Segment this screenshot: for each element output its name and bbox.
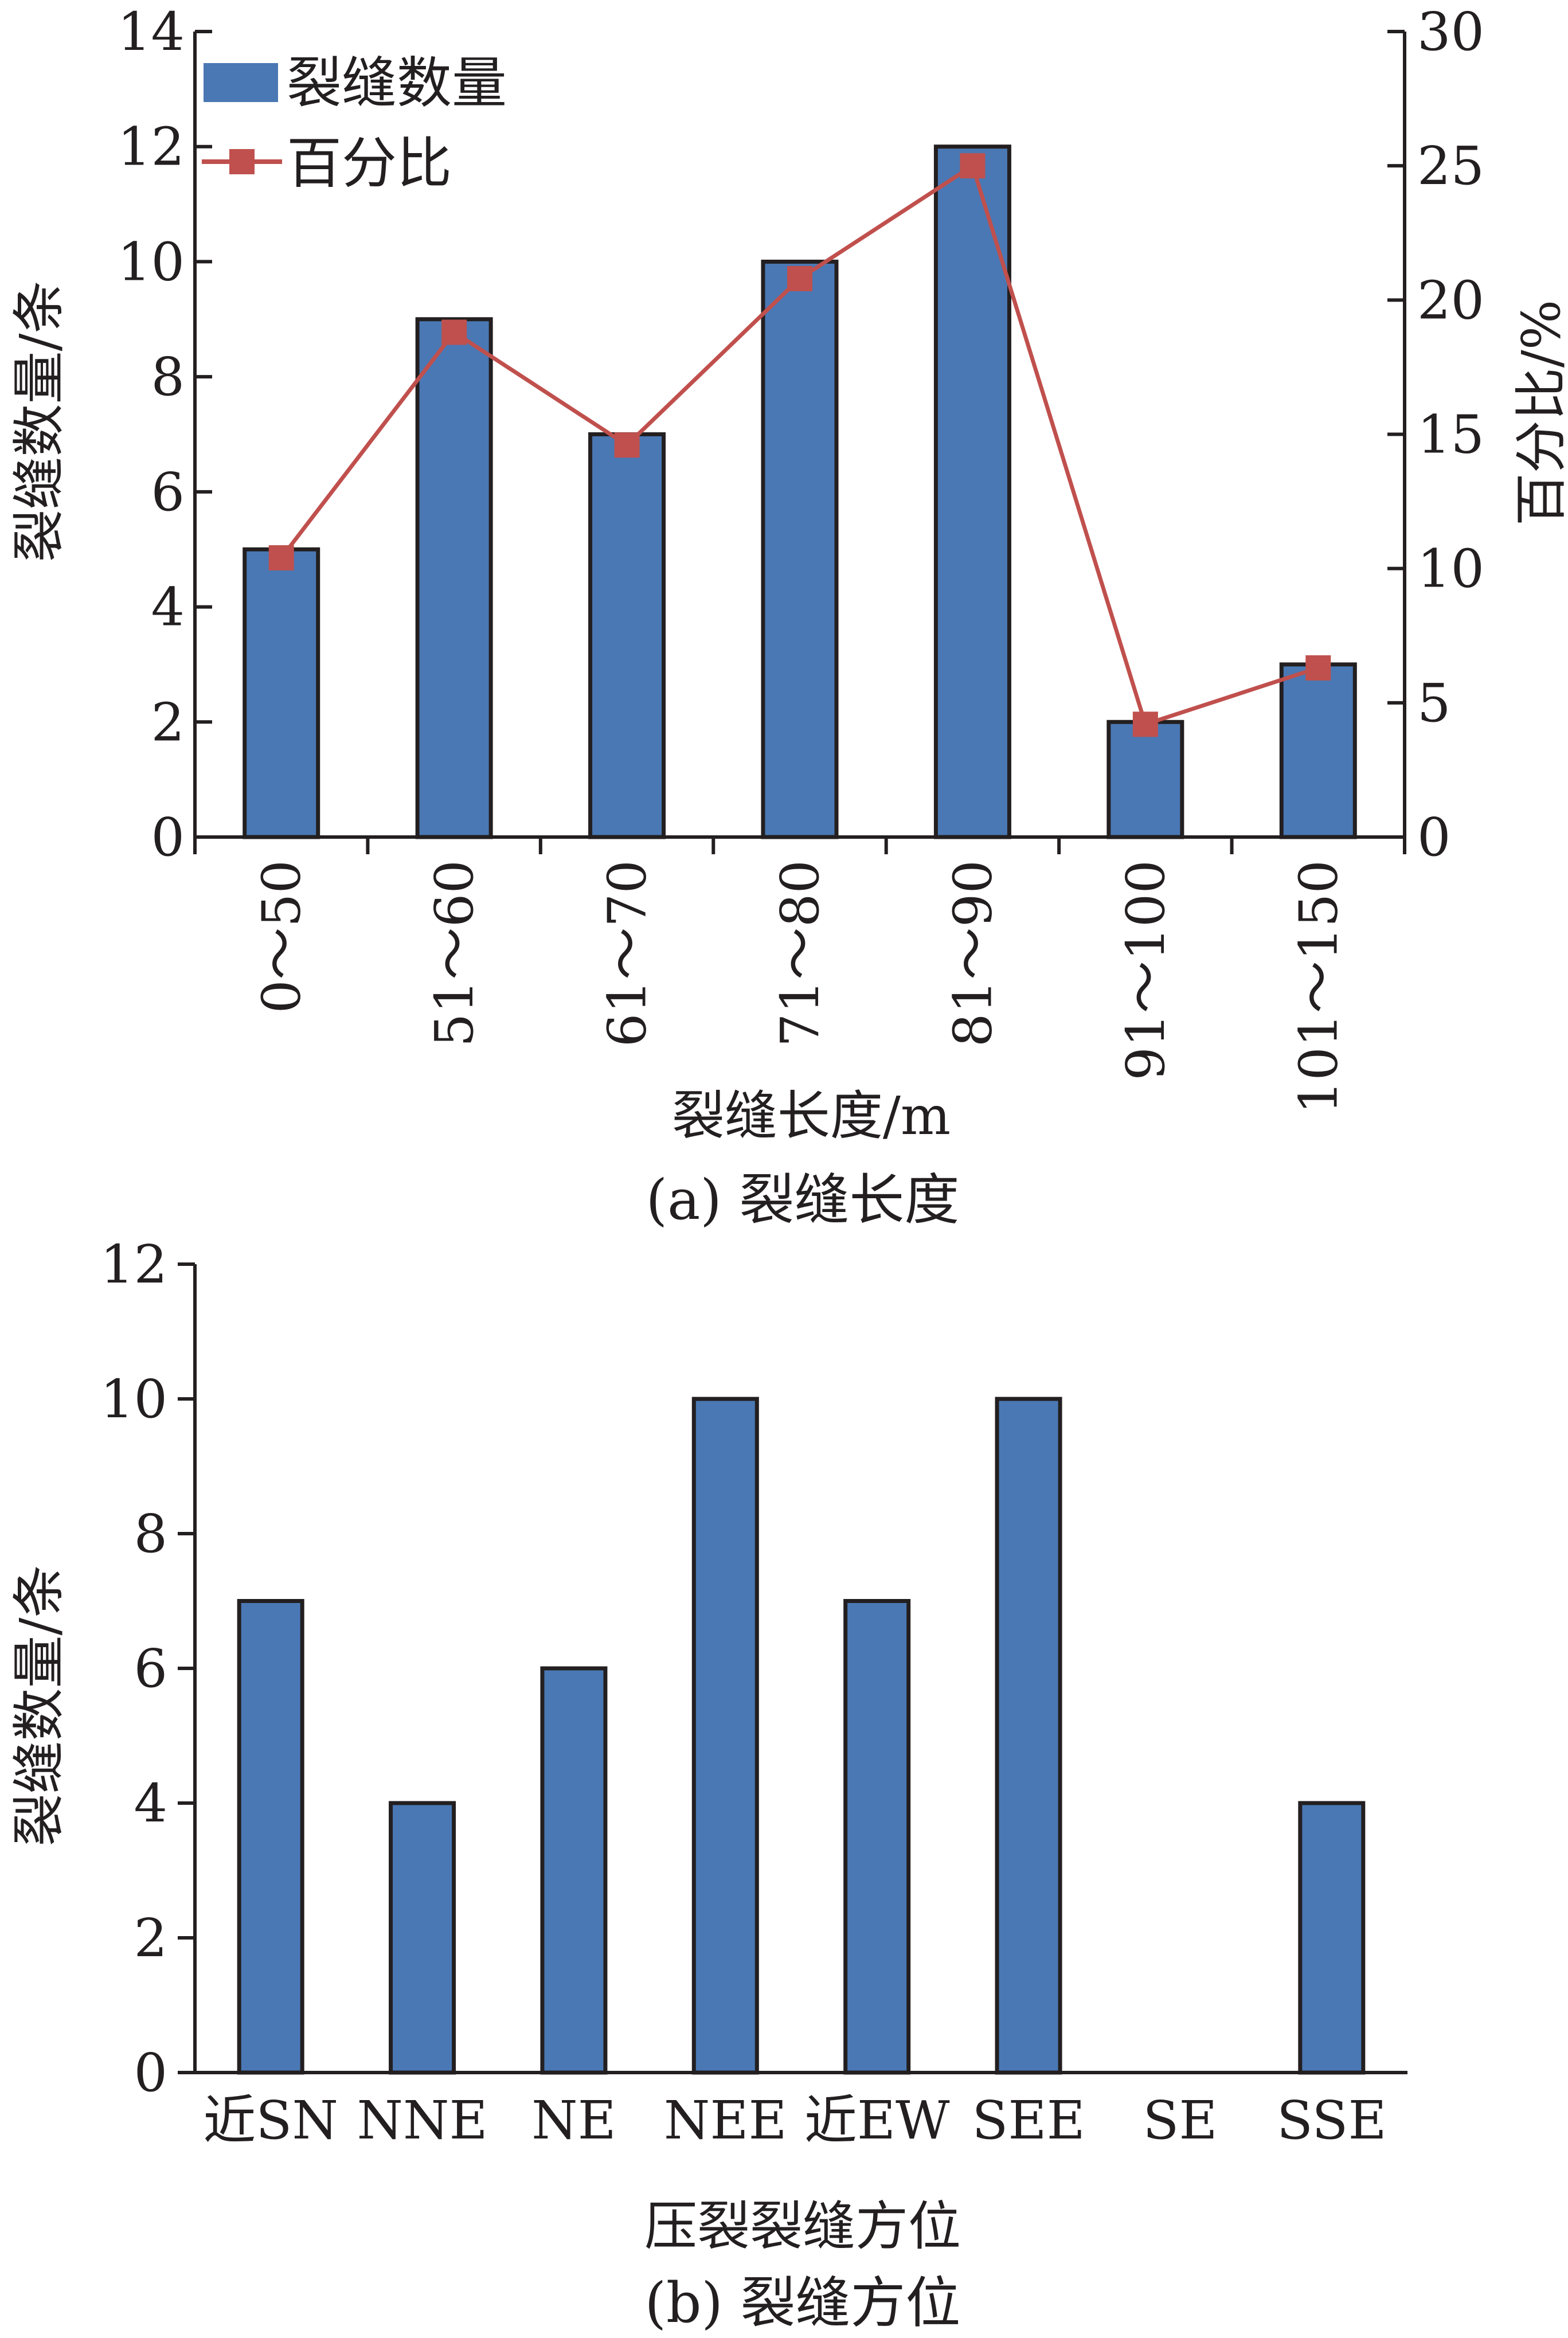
chart-a-fracture-length: 0 2 4 6 8 10 12 14 0 5 10 15 20 25 30 0～50 51～60 61～70 7… — [9, 1, 1568, 1232]
chart-a-x-tick-labels: 0～50 51～60 61～70 71～80 81～90 91～100 101～150 — [251, 860, 1350, 1114]
chart-b-x-tick-labels: 近SN NNE NE NEE 近EW SEE SE SSE — [203, 2090, 1386, 2151]
legend-bar-swatch — [204, 63, 278, 102]
x-tick-label: SEE — [972, 2090, 1085, 2151]
bar-0～50 — [243, 547, 320, 839]
chart-a-right-tick-labels: 0 5 10 15 20 25 30 — [1417, 1, 1484, 868]
chart-b-caption: (b) 裂缝方位 — [645, 2271, 961, 2335]
chart-a-legend: 裂缝数量 百分比 — [202, 51, 507, 196]
chart-b-y-tick-labels: 0 2 4 6 8 10 12 — [100, 1234, 167, 2104]
y-tick-label: 6 — [134, 1638, 167, 1699]
bar-101～150 — [1279, 662, 1357, 839]
bar-81～90 — [933, 144, 1011, 839]
percent-point-61～70 — [614, 432, 640, 458]
y-tick-label: 4 — [134, 1773, 167, 1834]
x-tick-label: NE — [531, 2090, 616, 2151]
y-tick-label: 8 — [134, 1503, 167, 1565]
chart-b-bars — [237, 1397, 1366, 2075]
chart-a-axes — [193, 30, 1406, 854]
chart-a-left-tick-labels: 0 2 4 6 8 10 12 14 — [118, 1, 185, 868]
bar-51～60 — [415, 317, 493, 839]
y2-tick-label: 25 — [1417, 135, 1484, 197]
x-tick-label: 近EW — [804, 2090, 950, 2151]
bar-61～70 — [588, 432, 666, 839]
bar-NE — [540, 1666, 608, 2075]
chart-b-y-axis-label: 裂缝数量/条 — [9, 1565, 70, 1847]
bar-NEE — [691, 1397, 759, 2075]
bar-71～80 — [761, 259, 839, 839]
percent-point-81～90 — [960, 153, 986, 179]
bar-91～100 — [1106, 720, 1184, 839]
bar-SEE — [995, 1397, 1062, 2075]
chart-b-x-axis-label: 压裂裂缝方位 — [644, 2196, 961, 2257]
x-tick-label: NNE — [357, 2090, 487, 2151]
y2-tick-label: 30 — [1417, 1, 1484, 62]
x-tick-label: NEE — [664, 2090, 787, 2151]
legend-bar-label: 裂缝数量 — [287, 51, 507, 115]
x-tick-label: SE — [1143, 2090, 1217, 2151]
y2-tick-label: 20 — [1417, 269, 1484, 331]
y-tick-label: 2 — [134, 1907, 167, 1969]
chart-b-axes — [178, 1262, 1407, 2074]
legend-line-marker — [229, 149, 255, 174]
y2-tick-label: 15 — [1417, 404, 1484, 466]
chart-a-caption: (a) 裂缝长度 — [646, 1168, 960, 1232]
y-tick-label: 0 — [151, 807, 185, 868]
y-tick-label: 12 — [100, 1234, 167, 1295]
x-tick-label: 61～70 — [597, 860, 658, 1047]
percent-point-101～150 — [1305, 655, 1331, 681]
y2-tick-label: 5 — [1417, 673, 1451, 734]
bar-NNE — [389, 1801, 456, 2075]
chart-a-percent-line — [268, 153, 1331, 737]
y-tick-label: 12 — [118, 116, 185, 178]
y-tick-label: 4 — [151, 577, 185, 638]
chart-a-x-axis-label: 裂缝长度/m — [672, 1085, 951, 1147]
x-tick-label: 71～80 — [769, 860, 831, 1047]
chart-a-y2-axis-label: 百分比/% — [1511, 300, 1568, 526]
y-tick-label: 2 — [151, 691, 185, 753]
y-tick-label: 0 — [134, 2042, 167, 2104]
y2-tick-label: 0 — [1417, 807, 1451, 868]
x-tick-label: 91～100 — [1115, 860, 1176, 1081]
y2-tick-label: 10 — [1417, 538, 1484, 600]
y-tick-label: 6 — [151, 462, 185, 523]
y-tick-label: 8 — [151, 346, 185, 408]
y-tick-label: 10 — [100, 1369, 167, 1430]
x-tick-label: 51～60 — [424, 860, 485, 1047]
bar-近SN — [237, 1599, 304, 2075]
chart-a-y-axis-label: 裂缝数量/条 — [9, 281, 70, 562]
y-tick-label: 10 — [118, 231, 185, 292]
percent-point-51～60 — [441, 319, 467, 345]
x-tick-label: 81～90 — [942, 860, 1003, 1047]
percent-point-71～80 — [787, 265, 812, 291]
legend-line-label: 百分比 — [287, 131, 452, 196]
x-tick-label: 101～150 — [1288, 860, 1349, 1114]
x-tick-label: 0～50 — [251, 860, 312, 1014]
x-tick-label: 近SN — [203, 2090, 338, 2151]
percent-point-91～100 — [1132, 711, 1158, 737]
chart-a-bars — [243, 144, 1357, 839]
x-tick-label: SSE — [1277, 2090, 1387, 2151]
percent-point-0～50 — [268, 545, 294, 570]
bar-近EW — [843, 1599, 911, 2075]
bar-SSE — [1298, 1801, 1366, 2075]
y-tick-label: 14 — [118, 1, 185, 62]
